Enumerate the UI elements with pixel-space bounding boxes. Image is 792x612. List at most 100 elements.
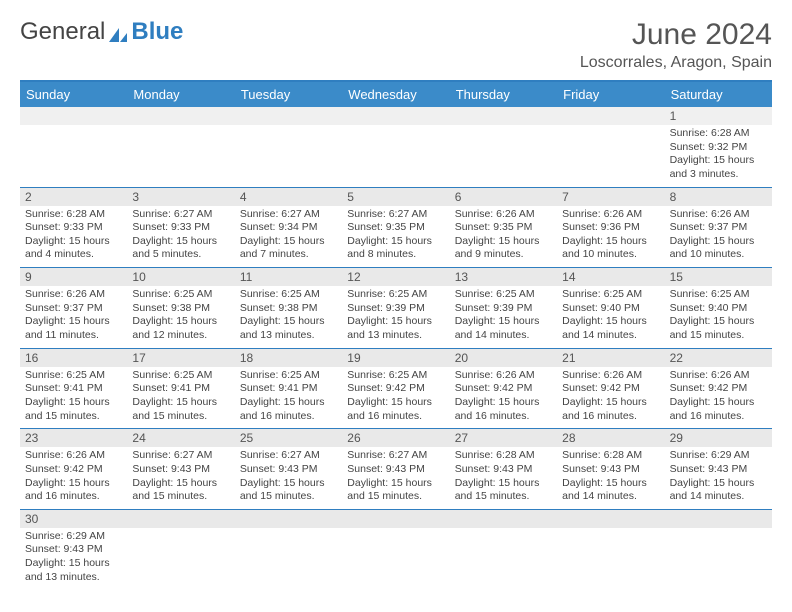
day-body-row: Sunrise: 6:26 AMSunset: 9:42 PMDaylight:… bbox=[20, 447, 772, 509]
calendar-week: 2345678Sunrise: 6:28 AMSunset: 9:33 PMDa… bbox=[20, 188, 772, 269]
daylight-text: Daylight: 15 hours and 16 minutes. bbox=[25, 477, 122, 504]
brand-part2: Blue bbox=[131, 18, 183, 46]
sail-icon bbox=[107, 23, 129, 41]
sunrise-text: Sunrise: 6:26 AM bbox=[562, 369, 659, 383]
calendar-week: 23242526272829Sunrise: 6:26 AMSunset: 9:… bbox=[20, 429, 772, 510]
day-number: 17 bbox=[127, 349, 234, 367]
day-number: 9 bbox=[20, 268, 127, 286]
day-number: 18 bbox=[235, 349, 342, 367]
calendar-week: 30Sunrise: 6:29 AMSunset: 9:43 PMDayligh… bbox=[20, 510, 772, 590]
day-cell: Sunrise: 6:26 AMSunset: 9:37 PMDaylight:… bbox=[20, 286, 127, 348]
day-number: 10 bbox=[127, 268, 234, 286]
day-number: 19 bbox=[342, 349, 449, 367]
sunrise-text: Sunrise: 6:28 AM bbox=[562, 449, 659, 463]
daylight-text: Daylight: 15 hours and 13 minutes. bbox=[240, 315, 337, 342]
daylight-text: Daylight: 15 hours and 12 minutes. bbox=[132, 315, 229, 342]
day-cell: Sunrise: 6:26 AMSunset: 9:36 PMDaylight:… bbox=[557, 206, 664, 268]
sunset-text: Sunset: 9:36 PM bbox=[562, 221, 659, 235]
sunrise-text: Sunrise: 6:25 AM bbox=[25, 369, 122, 383]
day-number: 15 bbox=[665, 268, 772, 286]
day-cell bbox=[557, 125, 664, 187]
day-body-row: Sunrise: 6:26 AMSunset: 9:37 PMDaylight:… bbox=[20, 286, 772, 348]
sunset-text: Sunset: 9:41 PM bbox=[132, 382, 229, 396]
month-title: June 2024 bbox=[580, 18, 772, 52]
day-cell bbox=[127, 528, 234, 590]
daylight-text: Daylight: 15 hours and 10 minutes. bbox=[562, 235, 659, 262]
day-cell: Sunrise: 6:25 AMSunset: 9:41 PMDaylight:… bbox=[127, 367, 234, 429]
sunset-text: Sunset: 9:43 PM bbox=[132, 463, 229, 477]
day-cell: Sunrise: 6:25 AMSunset: 9:41 PMDaylight:… bbox=[235, 367, 342, 429]
sunset-text: Sunset: 9:43 PM bbox=[455, 463, 552, 477]
day-number bbox=[450, 510, 557, 528]
day-cell bbox=[342, 125, 449, 187]
weekday-sat: Saturday bbox=[665, 82, 772, 107]
sunset-text: Sunset: 9:41 PM bbox=[240, 382, 337, 396]
day-number: 11 bbox=[235, 268, 342, 286]
daylight-text: Daylight: 15 hours and 15 minutes. bbox=[670, 315, 767, 342]
day-cell: Sunrise: 6:26 AMSunset: 9:42 PMDaylight:… bbox=[557, 367, 664, 429]
daylight-text: Daylight: 15 hours and 15 minutes. bbox=[455, 477, 552, 504]
day-number bbox=[342, 107, 449, 125]
calendar-week: 9101112131415Sunrise: 6:26 AMSunset: 9:3… bbox=[20, 268, 772, 349]
sunrise-text: Sunrise: 6:26 AM bbox=[670, 208, 767, 222]
daylight-text: Daylight: 15 hours and 16 minutes. bbox=[240, 396, 337, 423]
sunset-text: Sunset: 9:42 PM bbox=[25, 463, 122, 477]
sunrise-text: Sunrise: 6:26 AM bbox=[670, 369, 767, 383]
sunrise-text: Sunrise: 6:27 AM bbox=[347, 449, 444, 463]
day-number: 6 bbox=[450, 188, 557, 206]
sunrise-text: Sunrise: 6:29 AM bbox=[25, 530, 122, 544]
sunset-text: Sunset: 9:42 PM bbox=[670, 382, 767, 396]
day-cell: Sunrise: 6:28 AMSunset: 9:43 PMDaylight:… bbox=[450, 447, 557, 509]
sunrise-text: Sunrise: 6:27 AM bbox=[240, 208, 337, 222]
sunset-text: Sunset: 9:33 PM bbox=[132, 221, 229, 235]
day-number: 16 bbox=[20, 349, 127, 367]
calendar-week: 16171819202122Sunrise: 6:25 AMSunset: 9:… bbox=[20, 349, 772, 430]
day-number: 21 bbox=[557, 349, 664, 367]
calendar-grid: 1Sunrise: 6:28 AMSunset: 9:32 PMDaylight… bbox=[20, 107, 772, 589]
day-number: 7 bbox=[557, 188, 664, 206]
weekday-tue: Tuesday bbox=[235, 82, 342, 107]
header: General Blue June 2024 Loscorrales, Arag… bbox=[20, 18, 772, 72]
day-cell: Sunrise: 6:28 AMSunset: 9:32 PMDaylight:… bbox=[665, 125, 772, 187]
brand-logo: General Blue bbox=[20, 18, 183, 46]
sunset-text: Sunset: 9:42 PM bbox=[347, 382, 444, 396]
weekday-mon: Monday bbox=[127, 82, 234, 107]
day-cell bbox=[450, 528, 557, 590]
day-cell bbox=[127, 125, 234, 187]
daylight-text: Daylight: 15 hours and 15 minutes. bbox=[132, 477, 229, 504]
daylight-text: Daylight: 15 hours and 5 minutes. bbox=[132, 235, 229, 262]
day-cell: Sunrise: 6:29 AMSunset: 9:43 PMDaylight:… bbox=[20, 528, 127, 590]
sunset-text: Sunset: 9:43 PM bbox=[347, 463, 444, 477]
day-number: 1 bbox=[665, 107, 772, 125]
day-cell: Sunrise: 6:27 AMSunset: 9:34 PMDaylight:… bbox=[235, 206, 342, 268]
daylight-text: Daylight: 15 hours and 16 minutes. bbox=[562, 396, 659, 423]
day-cell bbox=[450, 125, 557, 187]
day-number: 26 bbox=[342, 429, 449, 447]
day-number bbox=[235, 510, 342, 528]
day-body-row: Sunrise: 6:25 AMSunset: 9:41 PMDaylight:… bbox=[20, 367, 772, 429]
day-number: 30 bbox=[20, 510, 127, 528]
day-cell: Sunrise: 6:26 AMSunset: 9:37 PMDaylight:… bbox=[665, 206, 772, 268]
weekday-wed: Wednesday bbox=[342, 82, 449, 107]
sunset-text: Sunset: 9:38 PM bbox=[132, 302, 229, 316]
brand-part1: General bbox=[20, 18, 105, 46]
day-cell: Sunrise: 6:25 AMSunset: 9:40 PMDaylight:… bbox=[557, 286, 664, 348]
sunset-text: Sunset: 9:42 PM bbox=[562, 382, 659, 396]
day-number: 12 bbox=[342, 268, 449, 286]
day-number bbox=[665, 510, 772, 528]
daylight-text: Daylight: 15 hours and 9 minutes. bbox=[455, 235, 552, 262]
day-cell: Sunrise: 6:25 AMSunset: 9:39 PMDaylight:… bbox=[450, 286, 557, 348]
day-cell bbox=[665, 528, 772, 590]
day-number: 8 bbox=[665, 188, 772, 206]
day-number: 5 bbox=[342, 188, 449, 206]
sunset-text: Sunset: 9:43 PM bbox=[670, 463, 767, 477]
sunrise-text: Sunrise: 6:26 AM bbox=[455, 369, 552, 383]
sunrise-text: Sunrise: 6:25 AM bbox=[562, 288, 659, 302]
sunrise-text: Sunrise: 6:26 AM bbox=[25, 288, 122, 302]
day-cell: Sunrise: 6:27 AMSunset: 9:35 PMDaylight:… bbox=[342, 206, 449, 268]
day-cell: Sunrise: 6:28 AMSunset: 9:43 PMDaylight:… bbox=[557, 447, 664, 509]
day-body-row: Sunrise: 6:28 AMSunset: 9:32 PMDaylight:… bbox=[20, 125, 772, 187]
day-number bbox=[342, 510, 449, 528]
day-number: 28 bbox=[557, 429, 664, 447]
day-cell: Sunrise: 6:25 AMSunset: 9:41 PMDaylight:… bbox=[20, 367, 127, 429]
